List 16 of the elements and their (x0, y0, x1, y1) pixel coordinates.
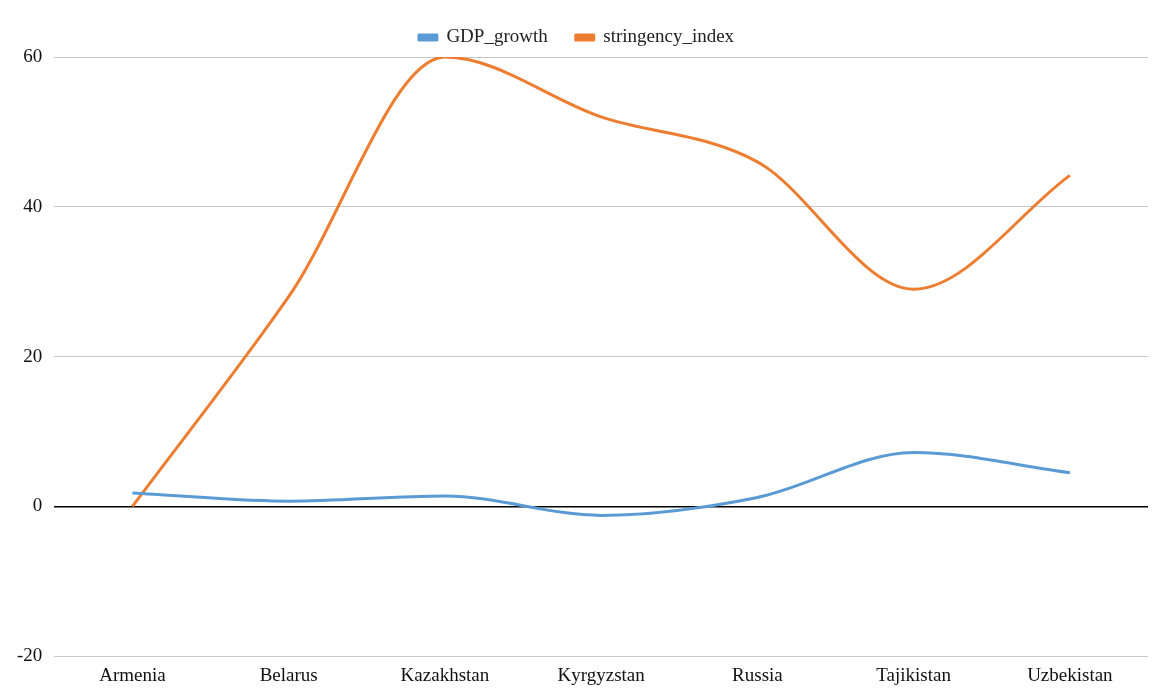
x-tick-label: Tajikistan (876, 663, 952, 685)
y-tick-label: -20 (17, 644, 43, 666)
y-tick-label: 20 (23, 344, 43, 366)
line-series (130, 450, 1072, 517)
x-tick-label: Kyrgyzstan (557, 663, 646, 685)
y-tick-label: 0 (32, 494, 43, 516)
line-series (130, 57, 1072, 508)
y-tick-label: 40 (23, 194, 43, 216)
legend-label: GDP_growth (446, 25, 549, 47)
x-tick-label: Kazakhstan (400, 663, 490, 685)
y-tick-label: 60 (23, 44, 43, 66)
x-tick-label: Armenia (99, 663, 167, 685)
x-tick-label: Uzbekistan (1027, 663, 1114, 685)
x-tick-label: Belarus (259, 663, 318, 685)
x-tick-label: Russia (732, 663, 784, 685)
legend-label: stringency_index (603, 25, 735, 47)
